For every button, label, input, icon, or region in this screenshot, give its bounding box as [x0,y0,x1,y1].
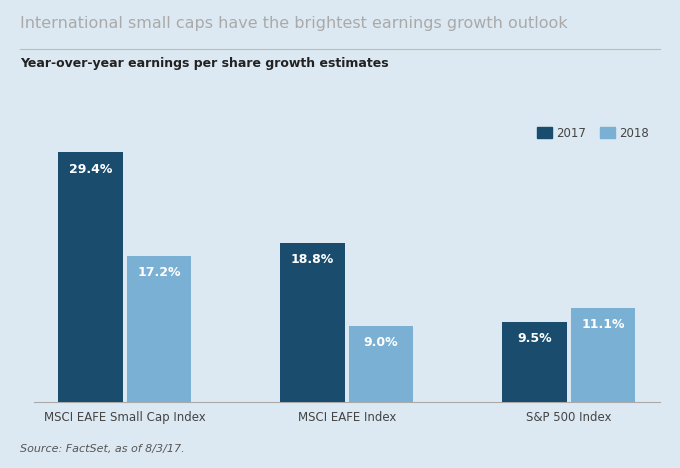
Bar [280,242,345,402]
Bar [571,308,635,402]
Text: 9.0%: 9.0% [364,336,398,349]
Text: 11.1%: 11.1% [581,318,625,331]
Text: 9.5%: 9.5% [517,332,551,345]
Bar [58,152,123,402]
Text: 29.4%: 29.4% [69,162,112,176]
Legend: 2017, 2018: 2017, 2018 [532,122,653,145]
Bar [127,256,191,402]
Text: 18.8%: 18.8% [291,253,334,266]
Text: International small caps have the brightest earnings growth outlook: International small caps have the bright… [20,16,568,31]
Text: 17.2%: 17.2% [137,266,181,279]
Text: Year-over-year earnings per share growth estimates: Year-over-year earnings per share growth… [20,57,389,70]
Bar [503,322,566,402]
Bar [349,326,413,402]
Text: Source: FactSet, as of 8/3/17.: Source: FactSet, as of 8/3/17. [20,444,185,454]
